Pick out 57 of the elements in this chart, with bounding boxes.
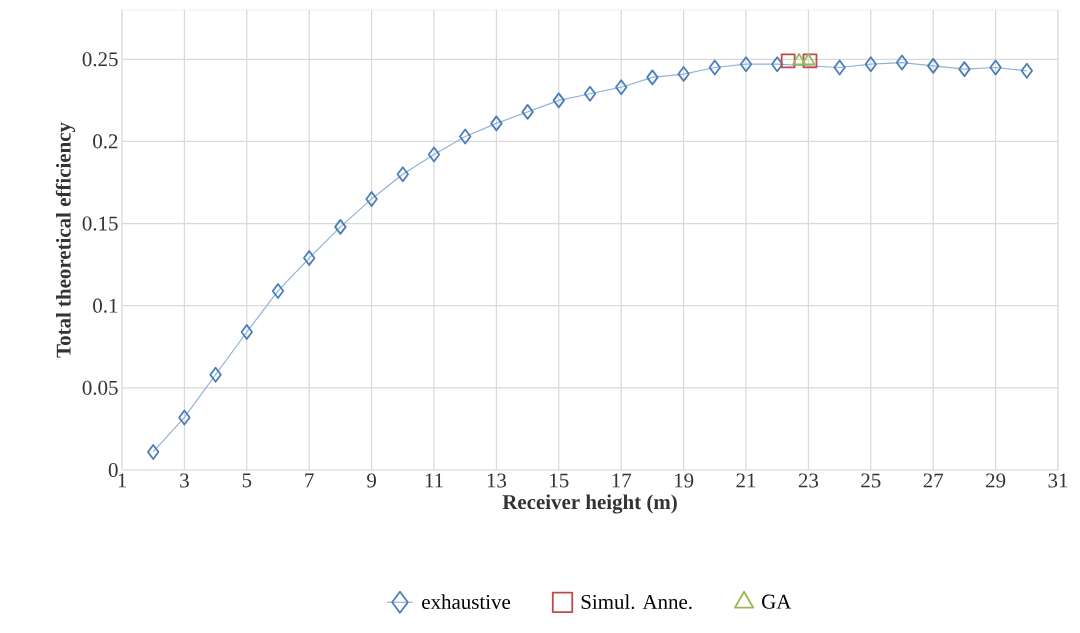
point — [895, 54, 909, 71]
x-tick-label: 29 — [986, 473, 1006, 488]
x-tick-label: 1 — [118, 473, 126, 488]
x-tick-label: 17 — [612, 473, 632, 488]
point — [178, 409, 191, 426]
y-tick-label: 0.2 — [93, 134, 118, 149]
x-tick-label: 11 — [425, 473, 443, 488]
x-tick-label: 23 — [798, 473, 819, 488]
point — [552, 92, 565, 109]
x-axis-title: Receiver height (m) — [502, 494, 677, 514]
x-tick-label: 27 — [923, 473, 944, 488]
point — [927, 57, 940, 74]
point — [771, 56, 784, 73]
point — [240, 324, 253, 340]
y-tick-label: 0.1 — [93, 298, 118, 313]
point — [708, 59, 721, 76]
point — [427, 146, 441, 163]
legend-label: GA — [762, 594, 792, 609]
point — [459, 128, 472, 145]
point — [147, 444, 160, 460]
point — [209, 366, 222, 383]
point — [646, 69, 659, 86]
point — [271, 283, 285, 299]
point — [864, 56, 877, 73]
point — [739, 56, 753, 73]
point — [833, 59, 846, 76]
point — [396, 166, 409, 183]
y-axis-title: Total theoretical efficiency — [55, 122, 76, 358]
y-tick-label: 0.25 — [82, 52, 118, 67]
x-tick-label: 7 — [305, 473, 314, 488]
point — [780, 53, 796, 69]
x-tick-label: 25 — [861, 473, 881, 488]
point — [365, 191, 378, 207]
y-tick-label: 0 — [108, 462, 118, 478]
point — [677, 66, 690, 82]
x-tick-label: 19 — [674, 473, 694, 488]
point — [958, 61, 971, 78]
y-tick-label: 0.15 — [82, 216, 118, 231]
point — [521, 103, 534, 120]
point — [583, 85, 597, 102]
point — [334, 218, 347, 235]
x-tick-label: 13 — [487, 473, 507, 488]
point — [303, 250, 316, 266]
x-tick-label: 15 — [550, 473, 569, 488]
point — [1020, 62, 1033, 79]
x-tick-label: 9 — [367, 473, 376, 488]
point — [989, 59, 1002, 76]
x-tick-label: 5 — [242, 473, 252, 488]
x-tick-label: 3 — [180, 473, 189, 488]
point — [792, 53, 807, 66]
x-tick-label: 31 — [1048, 473, 1068, 488]
point — [490, 115, 503, 132]
y-tick-label: 0.05 — [82, 380, 118, 395]
point — [615, 79, 628, 96]
legend-label: Simul. Anne. — [581, 594, 692, 610]
legend-label: exhaustive — [422, 594, 511, 610]
x-tick-label: 21 — [736, 473, 756, 488]
